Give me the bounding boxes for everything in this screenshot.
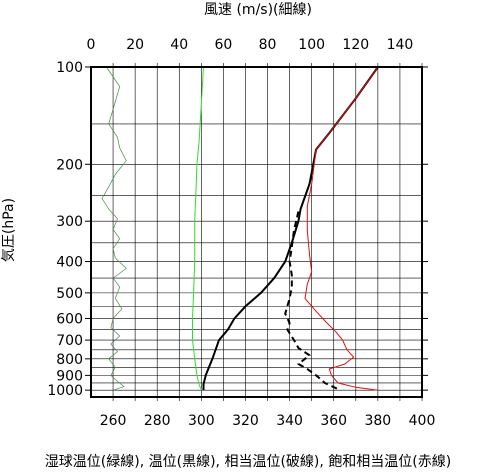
y-tick-label: 200 <box>56 157 83 173</box>
y-tick-label: 100 <box>56 60 83 76</box>
x-bottom-tick-label: 300 <box>188 413 215 429</box>
chart-title: 風速 (m/s)(細線) <box>204 2 312 18</box>
y-tick-label: 400 <box>56 255 83 271</box>
series-layer <box>101 66 379 392</box>
x-axis-label: 湿球温位(緑線), 温位(黒線), 相当温位(破線), 飽和相当温位(赤線) <box>45 453 451 470</box>
x-bottom-tick-label: 320 <box>232 413 259 429</box>
x-top-tick-label: 120 <box>342 37 369 53</box>
x-bottom-tick-label: 340 <box>276 413 303 429</box>
x-top-tick-label: 0 <box>87 37 96 53</box>
y-tick-label: 500 <box>56 286 83 302</box>
x-top-tick-label: 140 <box>387 37 414 53</box>
grid-lines <box>85 63 428 401</box>
x-top-tick-label: 100 <box>298 37 325 53</box>
x-top-tick-label: 80 <box>259 37 277 53</box>
series-line-風速 <box>101 66 127 391</box>
y-tick-label: 300 <box>56 214 83 230</box>
series-line-相当温位 <box>284 211 341 392</box>
series-line-温位 <box>202 66 379 391</box>
y-tick-label: 800 <box>56 352 83 368</box>
bottom-axis-tick-labels: 260 280 300 320 340 360 380 400 <box>100 413 436 429</box>
y-axis-label: 気圧(hPa) <box>1 198 17 262</box>
y-tick-label: 600 <box>56 311 83 327</box>
y-tick-label: 700 <box>56 333 83 349</box>
plot-frame <box>90 66 423 398</box>
x-bottom-tick-label: 260 <box>100 413 127 429</box>
x-top-tick-label: 40 <box>170 37 188 53</box>
series-line-飽和相当温位 <box>304 66 379 391</box>
y-tick-label: 1000 <box>47 383 83 399</box>
x-bottom-tick-label: 380 <box>364 413 391 429</box>
top-axis-tick-labels: 0 20 40 60 80 100 120 140 <box>87 37 414 53</box>
x-bottom-tick-label: 280 <box>144 413 171 429</box>
series-line-湿球温位 <box>192 66 204 391</box>
x-bottom-tick-label: 400 <box>409 413 436 429</box>
x-bottom-tick-label: 360 <box>320 413 347 429</box>
x-top-tick-label: 20 <box>126 37 144 53</box>
y-tick-label: 900 <box>56 368 83 384</box>
x-top-tick-label: 60 <box>214 37 232 53</box>
